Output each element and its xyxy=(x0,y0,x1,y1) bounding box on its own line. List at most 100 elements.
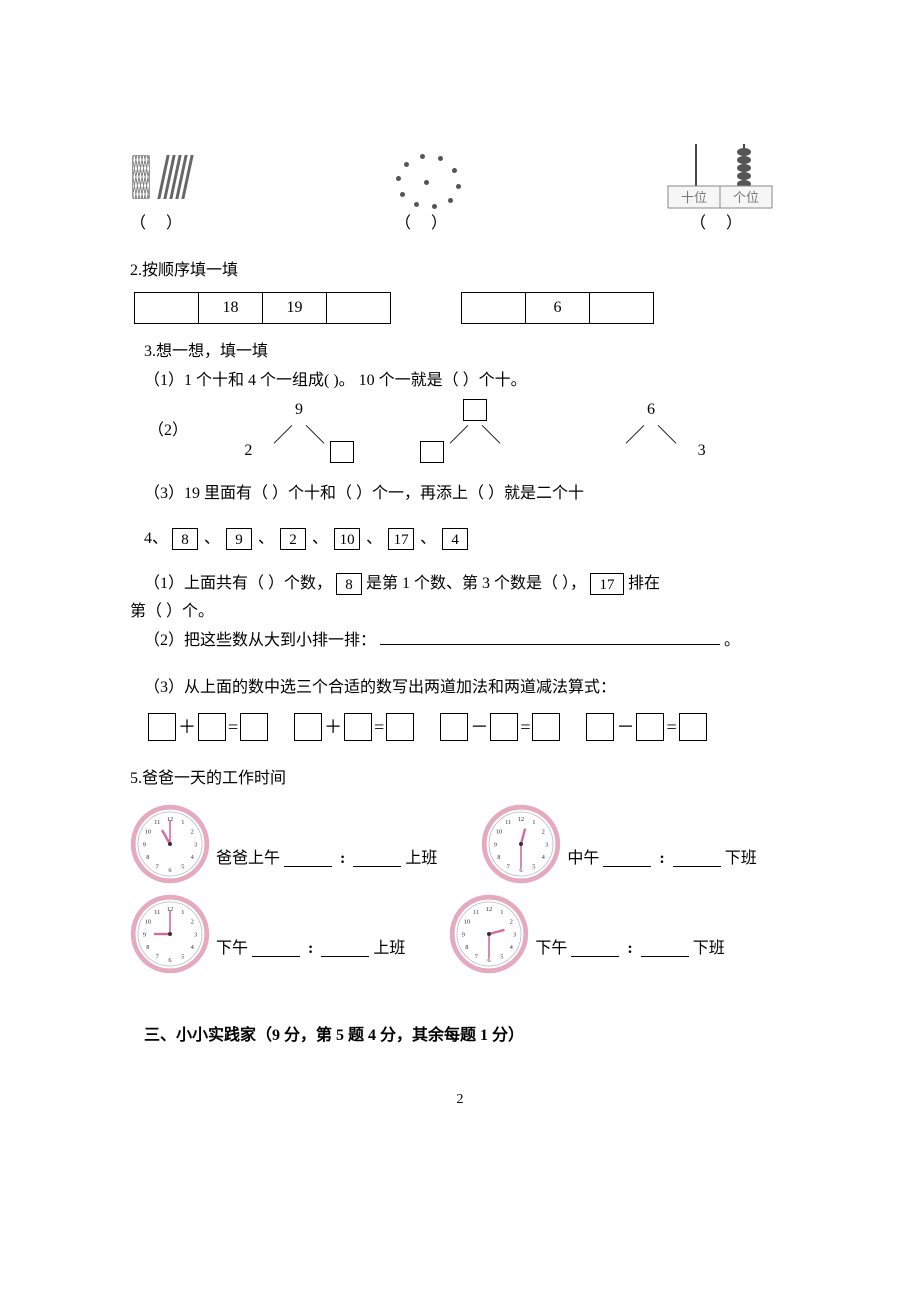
svg-text:1: 1 xyxy=(181,909,184,916)
q4-1b: 第（ ）个。 xyxy=(130,598,790,627)
equation: － = xyxy=(440,711,560,743)
slash-icon: ／ xyxy=(625,418,645,454)
clock-icon: 123456789101112 xyxy=(481,804,561,884)
q1-sticks: （ ） xyxy=(130,155,190,239)
clock-icon: 123456789101112 xyxy=(130,804,210,884)
svg-text:10: 10 xyxy=(464,919,470,926)
seq-cell[interactable] xyxy=(135,292,199,324)
answer-paren[interactable]: （ ） xyxy=(130,210,190,239)
number-tree: 6 ／ ＼ 3 xyxy=(586,396,716,466)
seq-cell: 18 xyxy=(199,292,263,324)
q2-table-left: 18 19 xyxy=(134,292,391,325)
equation-row: ＋ = ＋ = － = － = xyxy=(130,711,790,743)
slash-icon: ／ xyxy=(273,418,293,454)
seq-cell: 19 xyxy=(263,292,327,324)
answer-line[interactable] xyxy=(353,851,401,867)
q4-3: （3）从上面的数中选三个合适的数写出两道加法和两道减法算式： xyxy=(130,674,790,703)
answer-box[interactable] xyxy=(198,713,226,741)
svg-text:6: 6 xyxy=(168,867,171,874)
answer-box[interactable] xyxy=(330,441,354,463)
slash-icon: ＼ xyxy=(657,418,677,454)
answer-line[interactable] xyxy=(252,941,300,957)
section-3-heading: 三、小小实践家（9 分，第 5 题 4 分，其余每题 1 分） xyxy=(130,1022,790,1051)
svg-text:10: 10 xyxy=(145,829,151,836)
answer-line[interactable] xyxy=(321,941,369,957)
number-tree: 9 ／ ＼ 2 xyxy=(234,396,364,466)
svg-text:6: 6 xyxy=(488,957,491,964)
q3-3: （3）19 里面有（ ）个十和（ ）个一，再添上（ ）就是二个十 xyxy=(144,480,790,509)
answer-box[interactable] xyxy=(294,713,322,741)
svg-text:2: 2 xyxy=(191,829,194,836)
seq-cell[interactable] xyxy=(590,292,654,324)
svg-text:2: 2 xyxy=(510,919,513,926)
answer-line[interactable] xyxy=(673,851,721,867)
dot-icon xyxy=(432,204,437,209)
answer-box[interactable] xyxy=(532,713,560,741)
num-box: 8 xyxy=(336,573,362,595)
slash-icon: ／ xyxy=(449,418,469,454)
q3-2-label: （2） xyxy=(148,417,188,446)
answer-box[interactable] xyxy=(148,713,176,741)
clock-icon: 123456789101112 xyxy=(449,894,529,974)
svg-text:12: 12 xyxy=(486,906,492,913)
q2-table-right: 6 xyxy=(461,292,654,325)
dot-icon xyxy=(438,156,443,161)
svg-text:9: 9 xyxy=(462,931,465,938)
svg-text:12: 12 xyxy=(518,816,524,823)
answer-line[interactable] xyxy=(641,941,689,957)
answer-line[interactable] xyxy=(380,629,720,645)
svg-text:9: 9 xyxy=(143,931,146,938)
num-box: 17 xyxy=(590,573,624,595)
q1-dots: （ ） xyxy=(380,150,470,239)
answer-box[interactable] xyxy=(386,713,414,741)
svg-text:3: 3 xyxy=(194,931,197,938)
answer-line[interactable] xyxy=(571,941,619,957)
svg-text:5: 5 xyxy=(181,864,184,871)
svg-text:9: 9 xyxy=(494,841,497,848)
seq-cell[interactable] xyxy=(327,292,391,324)
answer-box[interactable] xyxy=(240,713,268,741)
answer-line[interactable] xyxy=(284,851,332,867)
answer-box[interactable] xyxy=(636,713,664,741)
clock-row-2: 123456789101112 下午 : 上班 123456789101112 … xyxy=(130,894,790,974)
answer-box[interactable] xyxy=(679,713,707,741)
svg-text:2: 2 xyxy=(542,829,545,836)
dot-icon xyxy=(396,176,401,181)
slash-icon: ＼ xyxy=(481,418,501,454)
answer-box[interactable] xyxy=(440,713,468,741)
answer-box[interactable] xyxy=(586,713,614,741)
svg-text:6: 6 xyxy=(520,867,523,874)
clock-row-1: 123456789101112 爸爸上午 : 上班 12345678910111… xyxy=(130,804,790,884)
abacus-icon: 十位 个位 xyxy=(660,140,780,210)
svg-text:8: 8 xyxy=(146,854,149,861)
num-box: 2 xyxy=(280,528,306,550)
svg-text:8: 8 xyxy=(146,944,149,951)
q1-abacus: 十位 个位 （ ） xyxy=(660,140,780,239)
q4-lead: 4、 xyxy=(144,530,168,547)
answer-box[interactable] xyxy=(344,713,372,741)
equation: － = xyxy=(586,711,706,743)
num-box: 8 xyxy=(172,528,198,550)
dot-icon xyxy=(420,154,425,159)
q4: 4、 8 、 9 、 2 、 10 、 17 、 4 xyxy=(130,525,790,554)
q1-row: （ ） （ ） xyxy=(130,140,790,239)
q5: 5.爸爸一天的工作时间 123456789101112 爸爸上午 : 上班 12… xyxy=(130,765,790,974)
dot-icon xyxy=(400,192,405,197)
equation: ＋ = xyxy=(294,711,414,743)
svg-text:11: 11 xyxy=(154,819,160,826)
seq-cell[interactable] xyxy=(462,292,526,324)
dot-icon xyxy=(456,184,461,189)
equation: ＋ = xyxy=(148,711,268,743)
svg-text:10: 10 xyxy=(496,829,502,836)
answer-box[interactable] xyxy=(420,441,444,463)
dot-icon xyxy=(404,162,409,167)
answer-paren[interactable]: （ ） xyxy=(660,210,780,239)
dot-icon xyxy=(414,202,419,207)
num-box: 10 xyxy=(334,528,360,550)
svg-text:6: 6 xyxy=(168,957,171,964)
q4-2: （2）把这些数从大到小排一排： 。 xyxy=(130,627,790,656)
answer-paren[interactable]: （ ） xyxy=(380,210,470,239)
answer-box[interactable] xyxy=(490,713,518,741)
answer-line[interactable] xyxy=(603,851,651,867)
svg-text:5: 5 xyxy=(181,954,184,961)
